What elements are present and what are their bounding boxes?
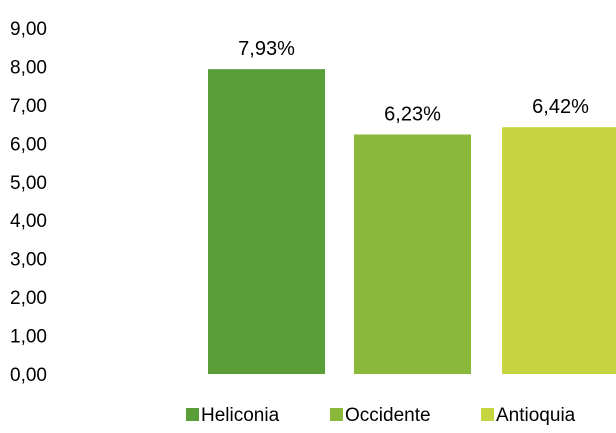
y-tick-label: 0,00 bbox=[10, 365, 47, 386]
y-tick-label: 4,00 bbox=[10, 211, 47, 232]
y-tick-label: 1,00 bbox=[10, 327, 47, 348]
legend-label-antioquia: Antioquia bbox=[496, 405, 576, 426]
data-label-antioquia: 6,42% bbox=[532, 96, 589, 118]
bars-group bbox=[208, 69, 616, 374]
data-labels-group: 7,93% 6,23% 6,42% bbox=[238, 38, 589, 125]
data-label-occidente: 6,23% bbox=[384, 103, 441, 125]
y-tick-label: 7,00 bbox=[10, 96, 47, 117]
y-axis: 0,00 1,00 2,00 3,00 4,00 5,00 6,00 7,00 8,00 9,00 bbox=[10, 19, 47, 386]
bar-occidente bbox=[354, 134, 471, 374]
legend-swatch-antioquia bbox=[481, 408, 494, 421]
y-tick-label: 2,00 bbox=[10, 288, 47, 309]
legend-swatch-heliconia bbox=[186, 408, 199, 421]
y-tick-label: 3,00 bbox=[10, 250, 47, 271]
bar-antioquia bbox=[502, 127, 616, 374]
y-tick-label: 6,00 bbox=[10, 134, 47, 155]
legend-swatch-occidente bbox=[330, 408, 343, 421]
data-label-heliconia: 7,93% bbox=[238, 38, 295, 60]
legend-label-heliconia: Heliconia bbox=[201, 405, 280, 426]
y-tick-label: 5,00 bbox=[10, 173, 47, 194]
bar-heliconia bbox=[208, 69, 325, 374]
y-tick-label: 9,00 bbox=[10, 19, 47, 40]
legend-label-occidente: Occidente bbox=[345, 405, 431, 426]
legend: Heliconia Occidente Antioquia bbox=[186, 405, 576, 426]
y-tick-label: 8,00 bbox=[10, 57, 47, 78]
